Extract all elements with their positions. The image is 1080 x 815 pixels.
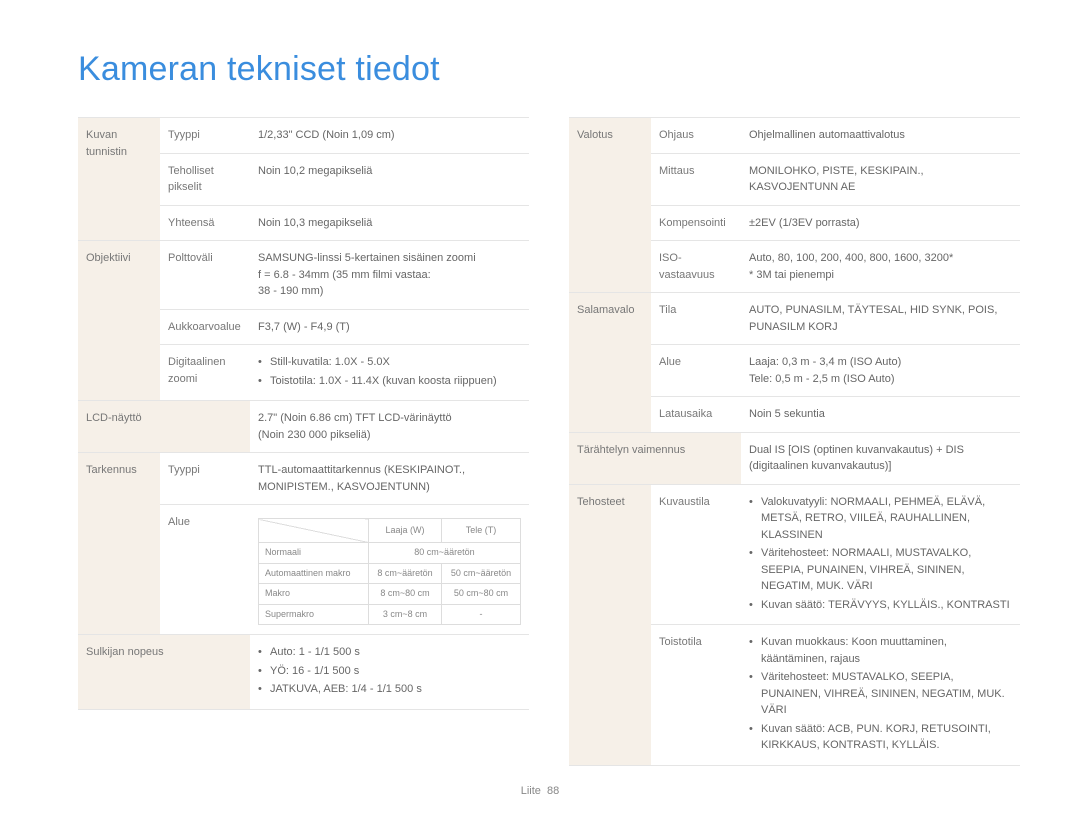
left-column: Kuvan tunnistin Tyyppi 1/2,33" CCD (Noin…	[78, 117, 529, 766]
range-cell: 50 cm~ääretön	[442, 563, 521, 584]
range-cell: 8 cm~ääretön	[368, 563, 441, 584]
cat-lcd: LCD-näyttö	[78, 401, 250, 453]
sub-label: Polttoväli	[160, 241, 250, 310]
sub-label: Yhteensä	[160, 205, 250, 241]
diag-cell	[259, 519, 369, 543]
spec-table-left: Kuvan tunnistin Tyyppi 1/2,33" CCD (Noin…	[78, 117, 529, 710]
val-cell: 1/2,33" CCD (Noin 1,09 cm)	[250, 118, 529, 154]
footer-page-number: 88	[547, 785, 559, 797]
table-row: Tarkennus Tyyppi TTL-automaattitarkennus…	[78, 453, 529, 505]
val-cell: Ohjelmallinen automaattivalotus	[741, 118, 1020, 154]
spec-columns: Kuvan tunnistin Tyyppi 1/2,33" CCD (Noin…	[78, 117, 1020, 766]
list-item: Auto: 1 - 1/1 500 s	[258, 644, 521, 661]
sub-label: ISO-vastaavuus	[651, 241, 741, 293]
list-item: Still-kuvatila: 1.0X - 5.0X	[258, 354, 521, 371]
cat-flash: Salamavalo	[569, 293, 651, 433]
list-item: Kuvan säätö: TERÄVYYS, KYLLÄIS., KONTRAS…	[749, 597, 1012, 614]
list-item: YÖ: 16 - 1/1 500 s	[258, 663, 521, 680]
val-cell: Still-kuvatila: 1.0X - 5.0X Toistotila: …	[250, 345, 529, 401]
list-item: JATKUVA, AEB: 1/4 - 1/1 500 s	[258, 681, 521, 698]
sub-label: Alue	[160, 505, 250, 635]
val-cell: ±2EV (1/3EV porrasta)	[741, 205, 1020, 241]
sub-label: Digitaalinen zoomi	[160, 345, 250, 401]
range-cell: -	[442, 604, 521, 625]
col-header: Laaja (W)	[368, 519, 441, 543]
footer-section: Liite	[521, 785, 541, 797]
range-cell: 3 cm~8 cm	[368, 604, 441, 625]
cat-effects: Tehosteet	[569, 484, 651, 765]
val-cell: 2.7" (Noin 6.86 cm) TFT LCD-värinäyttö (…	[250, 401, 529, 453]
sub-label: Mittaus	[651, 153, 741, 205]
val-cell: Laaja (W) Tele (T) Normaali 80 cm~ääretö…	[250, 505, 529, 635]
cat-sensor: Kuvan tunnistin	[78, 118, 160, 241]
val-cell: Valokuvatyyli: NORMAALI, PEHMEÄ, ELÄVÄ, …	[741, 484, 1020, 625]
val-cell: TTL-automaattitarkennus (KESKIPAINOT., M…	[250, 453, 529, 505]
table-row: Objektiivi Polttoväli SAMSUNG-linssi 5-k…	[78, 241, 529, 310]
effects-play-list: Kuvan muokkaus: Koon muuttaminen, kääntä…	[749, 634, 1012, 754]
sub-label: Teholliset pikselit	[160, 153, 250, 205]
col-header: Tele (T)	[442, 519, 521, 543]
val-cell: Kuvan muokkaus: Koon muuttaminen, kääntä…	[741, 625, 1020, 766]
list-item: Kuvan säätö: ACB, PUN. KORJ, RETUSOINTI,…	[749, 721, 1012, 754]
sub-label: Alue	[651, 345, 741, 397]
cat-shake: Tärähtelyn vaimennus	[569, 432, 741, 484]
table-row: Valotus Ohjaus Ohjelmallinen automaattiv…	[569, 118, 1020, 154]
dzoom-list: Still-kuvatila: 1.0X - 5.0X Toistotila: …	[258, 354, 521, 389]
sub-label: Kompensointi	[651, 205, 741, 241]
val-cell: AUTO, PUNASILM, TÄYTESAL, HID SYNK, POIS…	[741, 293, 1020, 345]
sub-label: Tila	[651, 293, 741, 345]
val-cell: Dual IS [OIS (optinen kuvanvakautus) + D…	[741, 432, 1020, 484]
sub-label: Ohjaus	[651, 118, 741, 154]
sub-label: Kuvaustila	[651, 484, 741, 625]
sub-label: Toistotila	[651, 625, 741, 766]
range-cell: 50 cm~80 cm	[442, 584, 521, 605]
val-cell: F3,7 (W) - F4,9 (T)	[250, 309, 529, 345]
list-item: Väritehosteet: MUSTAVALKO, SEEPIA, PUNAI…	[749, 669, 1012, 719]
cat-lens: Objektiivi	[78, 241, 160, 401]
table-row: Kuvan tunnistin Tyyppi 1/2,33" CCD (Noin…	[78, 118, 529, 154]
table-row: Tehosteet Kuvaustila Valokuvatyyli: NORM…	[569, 484, 1020, 625]
table-row: Tärähtelyn vaimennus Dual IS [OIS (optin…	[569, 432, 1020, 484]
shutter-list: Auto: 1 - 1/1 500 s YÖ: 16 - 1/1 500 s J…	[258, 644, 521, 698]
val-cell: SAMSUNG-linssi 5-kertainen sisäinen zoom…	[250, 241, 529, 310]
val-cell: Noin 5 sekuntia	[741, 397, 1020, 433]
page-title: Kameran tekniset tiedot	[78, 50, 1020, 89]
spec-table-right: Valotus Ohjaus Ohjelmallinen automaattiv…	[569, 117, 1020, 766]
list-item: Valokuvatyyli: NORMAALI, PEHMEÄ, ELÄVÄ, …	[749, 494, 1012, 544]
cat-shutter: Sulkijan nopeus	[78, 635, 250, 710]
effects-shoot-list: Valokuvatyyli: NORMAALI, PEHMEÄ, ELÄVÄ, …	[749, 494, 1012, 614]
page-footer: Liite 88	[0, 785, 1080, 797]
val-cell: Auto, 80, 100, 200, 400, 800, 1600, 3200…	[741, 241, 1020, 293]
range-cell: 80 cm~ääretön	[368, 543, 520, 564]
right-column: Valotus Ohjaus Ohjelmallinen automaattiv…	[569, 117, 1020, 766]
cat-exposure: Valotus	[569, 118, 651, 293]
row-header: Supermakro	[259, 604, 369, 625]
sub-label: Latausaika	[651, 397, 741, 433]
sub-label: Tyyppi	[160, 118, 250, 154]
table-row: LCD-näyttö 2.7" (Noin 6.86 cm) TFT LCD-v…	[78, 401, 529, 453]
row-header: Normaali	[259, 543, 369, 564]
list-item: Toistotila: 1.0X - 11.4X (kuvan koosta r…	[258, 373, 521, 390]
table-row: Sulkijan nopeus Auto: 1 - 1/1 500 s YÖ: …	[78, 635, 529, 710]
row-header: Automaattinen makro	[259, 563, 369, 584]
val-cell: MONILOHKO, PISTE, KESKIPAIN., KASVOJENTU…	[741, 153, 1020, 205]
sub-label: Aukkoarvoalue	[160, 309, 250, 345]
val-cell: Laaja: 0,3 m - 3,4 m (ISO Auto) Tele: 0,…	[741, 345, 1020, 397]
val-cell: Noin 10,3 megapikseliä	[250, 205, 529, 241]
focus-range-table: Laaja (W) Tele (T) Normaali 80 cm~ääretö…	[258, 518, 521, 625]
range-cell: 8 cm~80 cm	[368, 584, 441, 605]
val-cell: Noin 10,2 megapikseliä	[250, 153, 529, 205]
val-cell: Auto: 1 - 1/1 500 s YÖ: 16 - 1/1 500 s J…	[250, 635, 529, 710]
sub-label: Tyyppi	[160, 453, 250, 505]
list-item: Kuvan muokkaus: Koon muuttaminen, kääntä…	[749, 634, 1012, 667]
list-item: Väritehosteet: NORMAALI, MUSTAVALKO, SEE…	[749, 545, 1012, 595]
table-row: Salamavalo Tila AUTO, PUNASILM, TÄYTESAL…	[569, 293, 1020, 345]
row-header: Makro	[259, 584, 369, 605]
cat-focus: Tarkennus	[78, 453, 160, 635]
